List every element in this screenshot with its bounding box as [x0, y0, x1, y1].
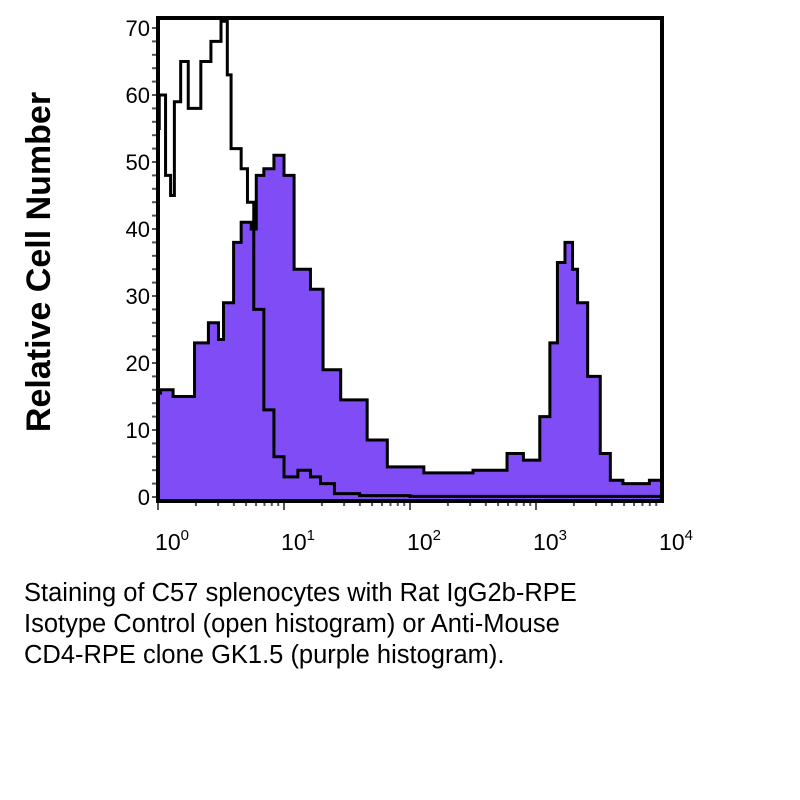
x-tick-base: 10	[407, 529, 433, 555]
x-tick-exponent: 3	[559, 527, 567, 544]
y-tick-label: 40	[126, 217, 150, 242]
y-tick-label: 10	[126, 418, 150, 443]
isotype-histogram-line	[157, 19, 662, 498]
y-tick-label: 30	[126, 284, 150, 309]
figure-caption: Staining of C57 splenocytes with Rat IgG…	[24, 578, 794, 671]
x-tick-exponent: 2	[433, 527, 441, 544]
caption-line: CD4-RPE clone GK1.5 (purple histogram).	[24, 641, 505, 669]
y-axis-label: Relative Cell Number	[20, 92, 58, 432]
caption-line: Staining of C57 splenocytes with Rat IgG…	[24, 579, 577, 607]
y-tick-label: 70	[126, 16, 150, 41]
cd4-histogram-outline	[158, 153, 664, 486]
x-tick-label: 100	[155, 527, 189, 555]
y-tick-label: 20	[126, 351, 150, 376]
x-tick-label: 101	[281, 527, 315, 555]
x-tick-base: 10	[281, 529, 307, 555]
x-tick-base: 10	[533, 529, 559, 555]
y-tick-label: 50	[126, 150, 150, 175]
y-tick-label: 0	[138, 485, 150, 510]
x-tick-label: 102	[407, 527, 441, 555]
x-tick-label: 104	[659, 527, 693, 555]
caption-line: Isotype Control (open histogram) or Anti…	[24, 610, 560, 638]
y-tick-label: 60	[126, 83, 150, 108]
x-tick-base: 10	[659, 529, 685, 555]
x-tick-exponent: 0	[181, 527, 189, 544]
x-tick-base: 10	[155, 529, 181, 555]
plot-frame	[156, 16, 664, 503]
x-tick-exponent: 1	[307, 527, 315, 544]
cd4-histogram-fill	[158, 155, 662, 500]
x-tick-label: 103	[533, 527, 567, 555]
x-tick-exponent: 4	[685, 527, 693, 544]
